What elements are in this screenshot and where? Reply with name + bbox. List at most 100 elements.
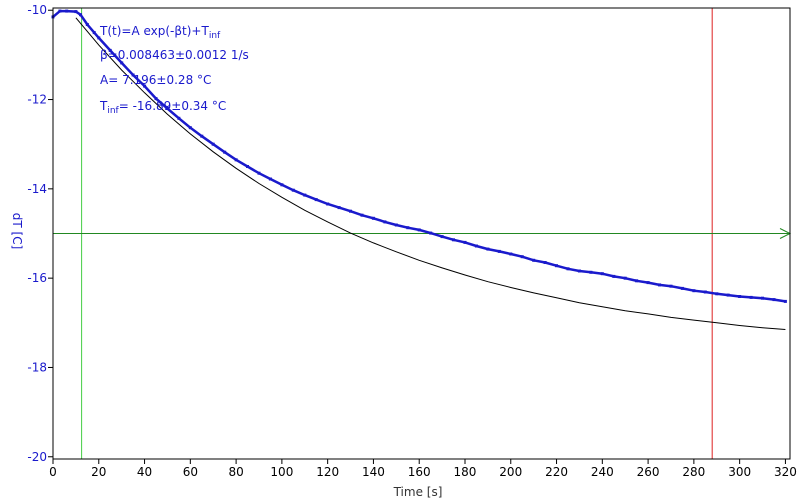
data-point: [429, 231, 433, 235]
data-point: [406, 226, 410, 230]
x-tick-label: 60: [183, 465, 198, 479]
data-point: [452, 238, 455, 242]
x-tick-label: 20: [91, 465, 106, 479]
x-tick-label: 220: [545, 465, 568, 479]
data-point: [463, 240, 467, 244]
data-point: [131, 73, 135, 77]
data-point: [85, 23, 89, 26]
data-point: [497, 249, 501, 253]
data-point: [97, 36, 101, 40]
x-tick-label: 280: [682, 465, 705, 479]
beta-text: β=0.008463±0.0012 1/s: [100, 48, 249, 62]
x-tick-label: 260: [637, 465, 660, 479]
data-point: [589, 270, 593, 274]
data-point: [291, 188, 295, 192]
data-point: [749, 295, 753, 299]
data-point: [783, 299, 787, 303]
data-point: [440, 235, 444, 239]
y-axis-label: dT [C]: [10, 213, 24, 250]
data-point: [600, 272, 604, 276]
plot-frame: [52, 7, 791, 460]
data-point: [680, 286, 684, 290]
measured-trace: [52, 9, 786, 303]
data-point: [383, 220, 387, 224]
formula-text: T(t)=A exp(-βt)+Tinf: [99, 24, 221, 41]
data-point: [715, 292, 719, 296]
data-point: [669, 284, 673, 288]
data-point: [566, 267, 570, 271]
data-point: [371, 216, 375, 220]
x-tick-label: 180: [454, 465, 477, 479]
y-tick-label: -12: [27, 93, 47, 107]
data-point: [394, 223, 398, 227]
y-tick-label: -14: [27, 182, 47, 196]
data-point: [246, 165, 249, 168]
y-tick-label: -10: [27, 3, 47, 17]
data-point: [509, 252, 513, 256]
x-tick-label: 240: [591, 465, 614, 479]
data-point: [349, 209, 352, 213]
x-tick-label: 320: [774, 465, 797, 479]
data-point: [532, 258, 536, 262]
data-point: [143, 84, 147, 88]
data-point: [692, 289, 696, 293]
data-point: [703, 290, 707, 294]
data-point: [177, 116, 181, 120]
data-point: [543, 261, 547, 264]
data-point: [486, 247, 490, 251]
y-tick-label: -20: [27, 450, 47, 464]
x-tick-label: 80: [228, 465, 243, 479]
amplitude-text: A= 7.196±0.28 °C: [100, 73, 211, 87]
data-point: [188, 126, 192, 130]
data-point: [738, 295, 742, 298]
data-point: [58, 9, 62, 13]
data-point: [200, 134, 204, 138]
data-point: [577, 269, 581, 273]
x-tick-label: 140: [362, 465, 385, 479]
data-point: [108, 48, 112, 52]
data-point: [761, 296, 764, 300]
fit-annotation: T(t)=A exp(-βt)+Tinf β=0.008463±0.0012 1…: [99, 24, 249, 116]
data-point: [223, 150, 227, 154]
data-point: [635, 279, 639, 283]
x-tick-label: 160: [408, 465, 431, 479]
data-point: [314, 198, 318, 202]
data-point: [79, 13, 82, 17]
data-point: [211, 142, 215, 146]
fit-curve: [75, 17, 786, 330]
data-point: [337, 206, 341, 210]
data-point: [658, 283, 661, 287]
data-point: [417, 228, 421, 232]
tinf-text: Tinf= -16.89±0.34 °C: [99, 99, 226, 116]
data-point: [520, 255, 524, 259]
x-tick-label: 300: [728, 465, 751, 479]
data-point: [280, 183, 284, 187]
data-point: [65, 9, 69, 13]
data-point: [360, 213, 364, 217]
data-point: [623, 276, 627, 280]
y-tick-label: -16: [27, 271, 47, 285]
data-point: [303, 193, 307, 197]
data-point: [268, 177, 272, 181]
x-tick-label: 200: [499, 465, 522, 479]
data-point: [154, 97, 158, 101]
data-point: [92, 31, 96, 35]
x-tick-label: 0: [49, 465, 57, 479]
data-point: [234, 158, 238, 162]
data-point: [726, 293, 730, 297]
y-tick-label: -18: [27, 360, 47, 374]
x-tick-label: 100: [270, 465, 293, 479]
data-point: [165, 107, 169, 110]
data-point: [612, 274, 616, 278]
data-point: [257, 171, 261, 175]
data-point: [772, 298, 776, 302]
x-tick-label: 40: [137, 465, 152, 479]
data-point: [74, 10, 78, 14]
data-point: [555, 264, 558, 268]
data-point: [474, 244, 478, 248]
data-point: [326, 202, 330, 206]
data-point: [646, 281, 650, 285]
x-axis-label: Time [s]: [393, 485, 443, 499]
x-tick-label: 120: [316, 465, 339, 479]
